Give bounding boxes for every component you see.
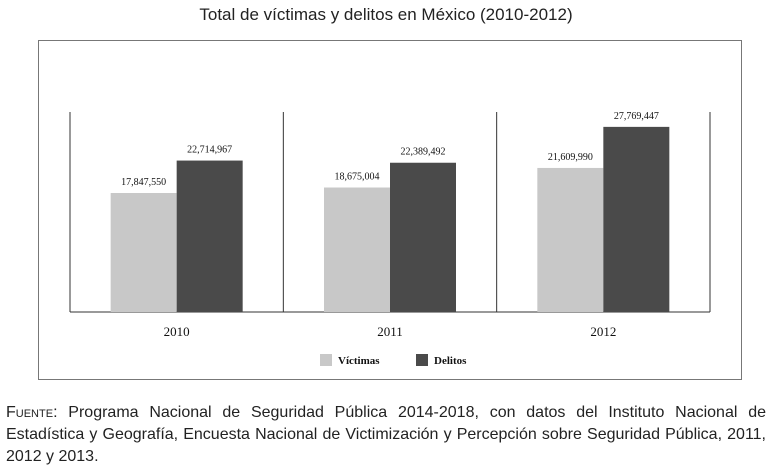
chart-frame: [38, 40, 742, 380]
x-tick-label: 2012: [590, 324, 616, 339]
bar-2010-delitos: [176, 160, 243, 312]
source-label: Fuente: [6, 404, 54, 421]
legend-swatch: [416, 354, 428, 366]
legend-label: Víctimas: [338, 355, 380, 367]
bar-2012-delitos: [603, 126, 670, 312]
data-label: 17,847,550: [121, 177, 166, 188]
data-label: 18,675,004: [335, 171, 380, 182]
x-tick-label: 2010: [164, 324, 190, 339]
legend-label: Delitos: [434, 355, 467, 367]
bar-2011-victimas: [324, 187, 390, 312]
chart: 17,847,550 22,714,967 2010 18,675,004 22,389…: [69, 111, 711, 367]
data-label: 21,609,990: [548, 152, 593, 163]
legend-swatch: [320, 354, 332, 366]
data-label: 22,389,492: [401, 147, 446, 158]
chart-title: Total de víctimas y delitos en México (2…: [199, 5, 573, 24]
data-label: 27,769,447: [614, 111, 659, 122]
data-label: 22,714,967: [187, 145, 232, 156]
source-text: : Programa Nacional de Seguridad Pública…: [6, 404, 766, 465]
x-tick-label: 2011: [377, 324, 403, 339]
bar-2011-delitos: [390, 162, 456, 312]
source-note: Fuente: Programa Nacional de Seguridad P…: [6, 402, 766, 468]
bar-2010-victimas: [110, 193, 177, 312]
bar-2012-victimas: [537, 167, 604, 312]
